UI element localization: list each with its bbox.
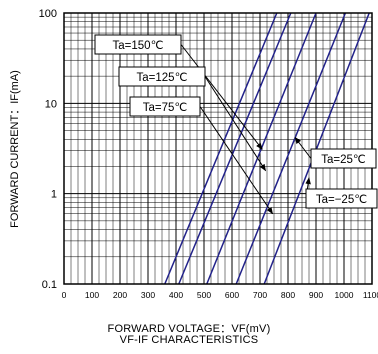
annotation-arrow [294, 136, 312, 159]
annotation-arrow [180, 44, 263, 150]
x-tick-label: 900 [309, 290, 323, 300]
annotation-box [118, 66, 206, 87]
series-label: Ta=150℃ [113, 40, 164, 52]
x-tick-label: 700 [253, 290, 267, 300]
x-tick-label: 500 [197, 290, 211, 300]
y-tick-label: 10 [45, 98, 57, 110]
y-tick-label: 1 [51, 189, 57, 201]
x-tick-label: 1000 [335, 290, 354, 300]
annotation-arrow [204, 76, 267, 172]
x-tick-label: 800 [281, 290, 295, 300]
x-tick-label: 600 [225, 290, 239, 300]
y-tick-label: 100 [39, 8, 57, 20]
series-label: Ta=−25℃ [316, 194, 367, 206]
annotation-arrow [199, 106, 274, 215]
x-tick-label: 300 [141, 290, 155, 300]
x-tick-label: 100 [85, 290, 99, 300]
x-tick-label: 0 [62, 290, 67, 300]
series-line-3 [235, 12, 347, 285]
series-label: Ta=25℃ [321, 154, 366, 166]
y-tick-labels: 0.1 1 10 100 [39, 8, 57, 291]
x-tick-label: 200 [113, 290, 127, 300]
annotations: Ta=150℃ Ta=125℃ Ta=75℃ Ta=25℃ Ta=−25℃ [94, 34, 378, 215]
annotation-box [305, 188, 378, 209]
annotation-box [129, 96, 201, 117]
grid [64, 13, 372, 284]
series-label: Ta=75℃ [143, 102, 188, 114]
annotation-box [310, 148, 377, 169]
series-label: Ta=125℃ [137, 72, 188, 84]
y-tick-label: 0.1 [42, 279, 57, 291]
series-line-0 [164, 12, 278, 285]
series-line-1 [178, 12, 292, 285]
x-tick-label: 400 [169, 290, 183, 300]
y-axis-label: FORWARD CURRENT：IF(mA) [8, 69, 21, 228]
x-axis-label: FORWARD VOLTAGE：VF(mV) [107, 323, 271, 335]
annotation-box [94, 34, 182, 55]
chart-title: VF-IF CHARACTERISTICS [119, 334, 259, 346]
